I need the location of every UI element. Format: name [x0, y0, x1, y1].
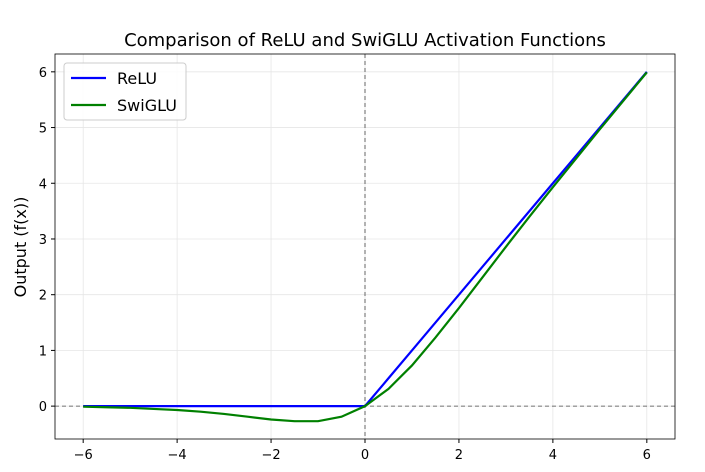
- y-tick-label: 6: [39, 66, 47, 81]
- x-tick-label: −2: [261, 448, 280, 463]
- y-tick-label: 0: [39, 400, 47, 415]
- x-tick-label: 2: [455, 448, 463, 463]
- x-tick-label: −4: [168, 448, 187, 463]
- legend-label: ReLU: [117, 69, 157, 88]
- y-tick-label: 3: [39, 233, 47, 248]
- y-tick-label: 1: [39, 344, 47, 359]
- chart-title: Comparison of ReLU and SwiGLU Activation…: [124, 30, 606, 51]
- x-tick-label: −6: [74, 448, 93, 463]
- x-axis-label: Input (x): [331, 469, 399, 472]
- legend-label: SwiGLU: [117, 96, 177, 115]
- x-tick-label: 0: [361, 448, 369, 463]
- x-tick-label: 4: [549, 448, 557, 463]
- y-tick-label: 2: [39, 289, 47, 304]
- line: [83, 71, 648, 423]
- x-tick-label: 6: [643, 448, 651, 463]
- y-tick-label: 4: [39, 177, 47, 192]
- y-tick-label: 5: [39, 122, 47, 137]
- plot-frame: [54, 53, 676, 440]
- y-axis-label: Output (f(x)): [11, 197, 30, 298]
